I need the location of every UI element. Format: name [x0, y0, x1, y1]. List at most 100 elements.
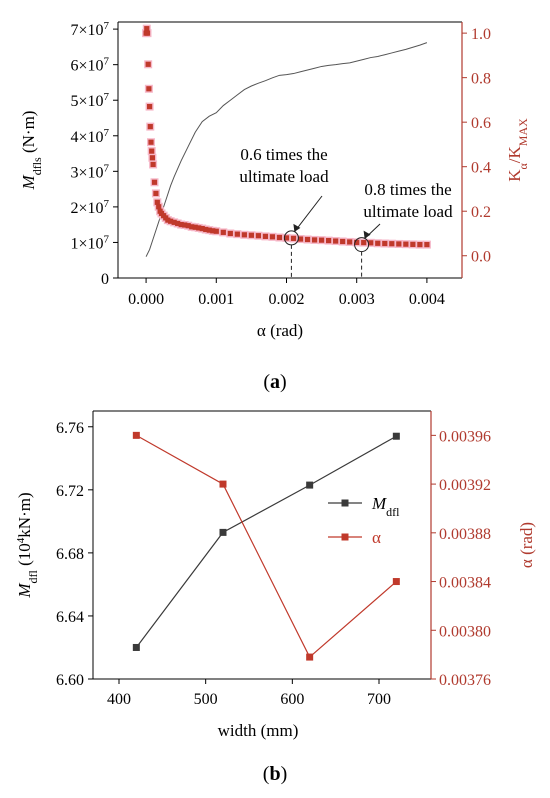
panel-b-chart: 400 500 600 700 6.60 6.64 6.68 6.72 6.76 0.00376 0…	[15, 410, 536, 785]
left-y-tick-label: 0	[101, 271, 109, 288]
moment-curve-line	[145, 42, 428, 257]
data-point	[417, 242, 423, 248]
data-point	[192, 224, 198, 230]
data-point	[361, 240, 367, 246]
x-tick-label: 0.002	[268, 291, 304, 308]
data-point	[389, 241, 395, 247]
stiffness-ratio-series	[142, 24, 431, 249]
data-point	[354, 239, 360, 245]
data-point	[153, 190, 159, 197]
annotation-text: 0.8 times the	[364, 180, 451, 199]
series-line	[136, 434, 397, 659]
data-point	[262, 233, 269, 239]
data-point	[150, 161, 156, 168]
data-point	[340, 238, 346, 245]
data-point	[403, 241, 409, 247]
data-point	[189, 224, 195, 230]
right-y-axis-label: Kα/KMAX	[505, 118, 530, 182]
left-y-axis-label: Mdfls (N·m)	[19, 111, 44, 191]
data-point	[146, 86, 152, 92]
data-point	[306, 653, 314, 661]
left-y-tick-label: 7×107	[70, 20, 109, 39]
data-point	[219, 528, 227, 536]
data-point	[410, 241, 416, 247]
right-y-tick-label: 1.0	[471, 26, 491, 43]
right-y-tick-label: 0.8	[471, 71, 491, 88]
data-point	[283, 235, 290, 241]
data-point	[145, 61, 151, 67]
right-y-tick-label: 0.6	[471, 115, 491, 132]
data-point	[326, 238, 332, 244]
data-point	[396, 241, 402, 247]
data-point	[382, 240, 388, 247]
annotation-text: ultimate load	[239, 167, 329, 186]
data-point	[144, 26, 150, 32]
legend-label: α	[372, 528, 381, 547]
annotation-arrowhead	[293, 223, 301, 232]
data-point	[151, 179, 158, 185]
data-point	[276, 234, 283, 241]
right-y-axis-label: α (rad)	[517, 522, 536, 568]
data-point	[144, 30, 151, 36]
legend-marker	[341, 533, 349, 541]
x-tick-label: 0.001	[198, 291, 234, 308]
annotation-arrow-line	[294, 195, 323, 233]
data-point	[392, 578, 400, 586]
data-point	[213, 228, 219, 234]
right-y-tick-label: 0.00392	[439, 477, 491, 494]
left-y-tick-label: 2×107	[70, 198, 109, 217]
data-point	[227, 230, 233, 237]
left-y-tick-label: 6.72	[56, 483, 84, 500]
data-point	[219, 480, 227, 488]
left-y-tick-label: 6×107	[70, 56, 109, 75]
x-tick-label: 0.004	[409, 291, 445, 308]
left-y-tick-label: 6.76	[56, 420, 84, 437]
left-y-tick-label: 4×107	[70, 127, 109, 146]
panel-label-b: (b)	[263, 763, 287, 785]
x-tick-label: 0.000	[128, 291, 164, 308]
data-point	[306, 481, 314, 489]
data-point	[304, 236, 311, 243]
data-point	[290, 235, 297, 241]
data-point	[375, 240, 381, 246]
data-point	[297, 236, 304, 242]
data-point	[368, 240, 374, 246]
left-y-tick-label: 6.64	[56, 609, 84, 626]
data-point	[311, 237, 318, 243]
x-tick-label: 500	[194, 691, 218, 708]
data-point	[424, 242, 430, 248]
right-y-tick-label: 0.00384	[439, 575, 491, 592]
left-y-axis-label: Mdfl (104kN·m)	[15, 492, 40, 598]
panel-a-chart: 0.000 0.001 0.002 0.003 0.004 0 1×107 2×107 3×10…	[19, 20, 530, 393]
data-point	[203, 226, 209, 233]
x-tick-label: 600	[280, 691, 304, 708]
x-tick-label: 400	[107, 691, 131, 708]
right-y-tick-label: 0.0	[471, 249, 491, 266]
data-point	[248, 232, 254, 238]
left-y-tick-label: 1×107	[70, 233, 109, 252]
right-y-tick-label: 0.00376	[439, 672, 491, 689]
x-tick-label: 0.003	[339, 291, 375, 308]
data-point	[318, 237, 325, 243]
data-point	[234, 231, 240, 237]
data-point	[199, 225, 205, 232]
data-point	[333, 238, 339, 244]
right-y-tick-label: 0.00380	[439, 623, 491, 640]
right-y-tick-label: 0.00396	[439, 428, 491, 445]
data-point	[182, 222, 188, 228]
data-point	[171, 219, 177, 225]
data-point	[241, 232, 247, 238]
legend: Mdfl α	[328, 494, 400, 547]
annotation-text: 0.6 times the	[240, 145, 327, 164]
data-point	[392, 432, 400, 440]
left-y-tick-label: 6.68	[56, 546, 84, 563]
left-y-tick-label: 5×107	[70, 91, 109, 110]
data-point	[132, 431, 140, 439]
data-point	[148, 139, 154, 145]
data-point	[175, 220, 181, 227]
annotation-text: ultimate load	[363, 202, 453, 221]
legend-marker	[341, 499, 349, 507]
data-point	[196, 225, 202, 231]
right-y-tick-label: 0.2	[471, 204, 491, 221]
